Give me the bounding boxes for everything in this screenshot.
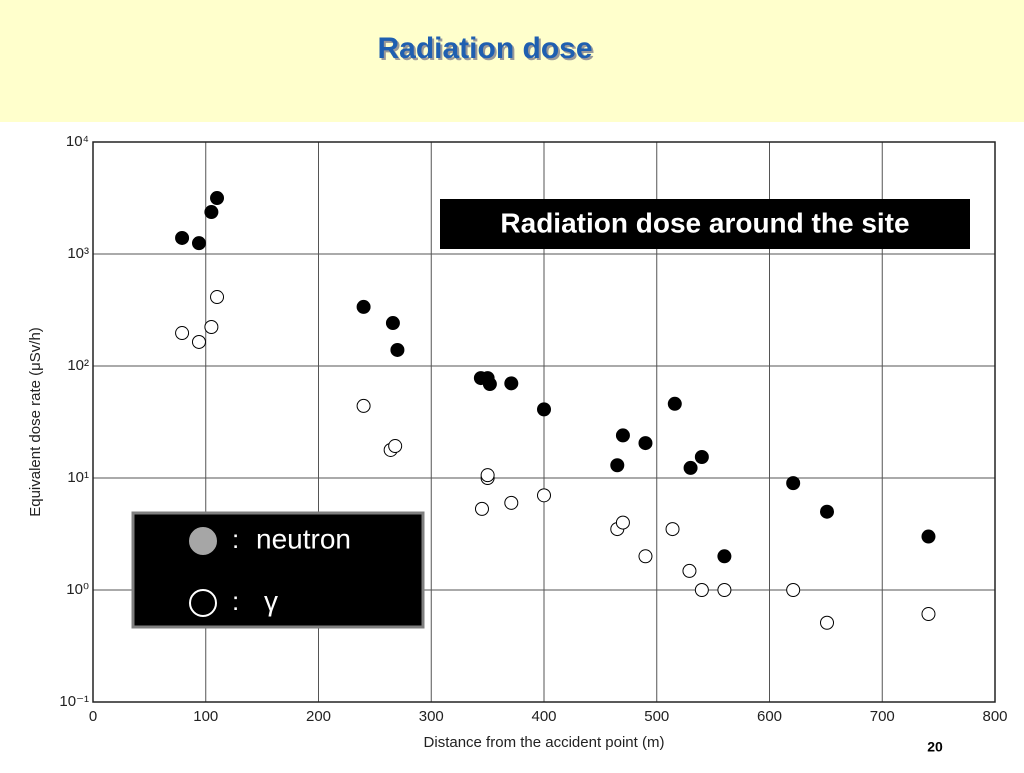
x-tick-label: 500: [644, 708, 669, 725]
data-point: [694, 583, 709, 597]
data-point: [694, 449, 709, 464]
page-number: 20: [927, 739, 943, 755]
y-tick-label: 10¹: [67, 469, 89, 486]
data-point: [615, 515, 630, 530]
x-tick-label: 200: [306, 708, 331, 725]
data-point: [921, 529, 936, 544]
data-point: [385, 316, 400, 331]
data-point: [356, 299, 371, 314]
data-point: [482, 377, 497, 392]
data-point: [615, 428, 630, 443]
data-point: [610, 458, 625, 473]
x-tick-label: 700: [870, 708, 895, 725]
data-point: [504, 376, 519, 391]
data-point: [786, 583, 801, 597]
data-point: [356, 398, 371, 413]
slide-title: Radiation dose: [377, 32, 592, 65]
y-axis-label: Equivalent dose rate (μSv/h): [27, 327, 44, 517]
data-point: [820, 615, 835, 630]
data-point: [480, 468, 495, 483]
y-tick-label: 10⁻¹: [59, 693, 89, 710]
data-point: [191, 236, 206, 251]
data-point: [390, 342, 405, 357]
data-point: [717, 583, 732, 597]
data-point: [388, 439, 403, 454]
annotation-box: [440, 199, 970, 249]
data-point: [191, 334, 206, 349]
data-point: [175, 326, 190, 341]
data-point: [175, 230, 190, 245]
data-point: [638, 436, 653, 451]
legend-separator: :: [232, 524, 239, 554]
data-point: [638, 549, 653, 564]
plot-frame: [92, 141, 996, 703]
title-shadow: Radiation dose: [379, 34, 594, 67]
data-point: [820, 504, 835, 519]
y-tick-label: 10⁰: [66, 581, 89, 598]
x-tick-label: 600: [757, 708, 782, 725]
x-tick-label: 100: [193, 708, 218, 725]
data-point: [210, 290, 225, 305]
legend-marker: [189, 589, 217, 617]
y-tick-label: 10²: [67, 357, 89, 374]
data-point: [204, 319, 219, 334]
data-point: [683, 460, 698, 475]
x-tick-label: 0: [89, 708, 97, 725]
data-point: [682, 563, 697, 578]
data-point: [504, 495, 519, 510]
legend-marker: [189, 527, 217, 555]
data-point: [537, 402, 551, 417]
x-tick-label: 300: [419, 708, 444, 725]
legend-label: γ: [264, 585, 278, 616]
x-axis-label: Distance from the accident point (m): [424, 734, 665, 751]
legend-label: neutron: [256, 523, 351, 554]
data-point: [921, 607, 936, 622]
header-band: [0, 0, 1024, 122]
y-tick-label: 10³: [67, 245, 89, 262]
data-point: [474, 501, 489, 516]
legend-separator: :: [232, 586, 239, 616]
x-tick-label: 800: [982, 708, 1007, 725]
y-tick-label: 10⁴: [66, 133, 89, 150]
annotation: Radiation dose around the site: [500, 207, 909, 238]
legend-box: [131, 511, 425, 629]
x-tick-label: 400: [531, 708, 556, 725]
data-point: [204, 205, 219, 220]
data-point: [537, 488, 551, 503]
data-point: [667, 396, 682, 411]
data-point: [786, 476, 801, 491]
data-point: [717, 549, 732, 564]
data-point: [665, 522, 680, 537]
data-point: [210, 191, 225, 206]
